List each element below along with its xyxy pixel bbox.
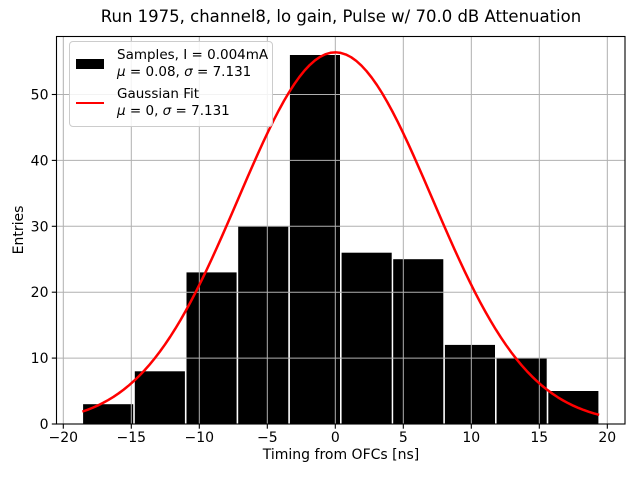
legend-fit-stats: μ = 0, σ = 7.131 [117,103,230,119]
axis-ticks: −20 −15 −10 −5 0 5 10 15 20 0 10 20 30 40 50 [31,87,617,446]
legend-samples-label: Samples, I = 0.004mA [117,47,269,63]
histogram-bar [289,55,340,424]
y-tick-label: 40 [31,153,49,169]
y-tick-label: 50 [31,87,49,103]
x-axis-label: Timing from OFCs [ns] [262,447,420,463]
histogram-bar [134,371,185,424]
x-tick-label: −20 [49,430,79,446]
x-tick-label: −10 [185,430,215,446]
legend-entry-gaussian-fit: Gaussian Fit μ = 0, σ = 7.131 [76,86,266,120]
histogram-bar [496,358,547,424]
histogram-bar [238,226,289,424]
histogram-bar [83,404,134,424]
histogram-bars [83,55,599,424]
fit-line-swatch-icon [76,101,104,105]
plot-border [55,35,626,425]
x-tick-label: −5 [257,430,278,446]
chart-title: Run 1975, channel8, lo gain, Pulse w/ 70… [100,7,582,26]
x-tick-label: 10 [462,430,480,446]
legend-samples-stats: μ = 0.08, σ = 7.131 [117,64,252,80]
legend: Samples, I = 0.004mA μ = 0.08, σ = 7.131… [69,41,273,127]
histogram-bar [186,272,237,424]
histogram-bar [341,252,392,424]
gaussian-curve [81,51,600,417]
x-tick-label: 20 [598,430,616,446]
y-axis-label: Entries [11,205,27,255]
histogram-bar [444,344,495,424]
y-tick-label: 30 [31,219,49,235]
legend-entry-samples: Samples, I = 0.004mA μ = 0.08, σ = 7.131 [76,47,269,81]
x-tick-label: −15 [117,430,147,446]
legend-fit-label: Gaussian Fit [117,86,200,102]
y-tick-label: 0 [40,417,49,433]
y-tick-label: 20 [31,285,49,301]
x-tick-label: 0 [331,430,340,446]
histogram-bar [393,259,444,424]
x-tick-label: 5 [399,430,408,446]
histogram-swatch-icon [76,59,104,69]
y-tick-label: 10 [31,351,49,367]
x-tick-label: 15 [530,430,548,446]
